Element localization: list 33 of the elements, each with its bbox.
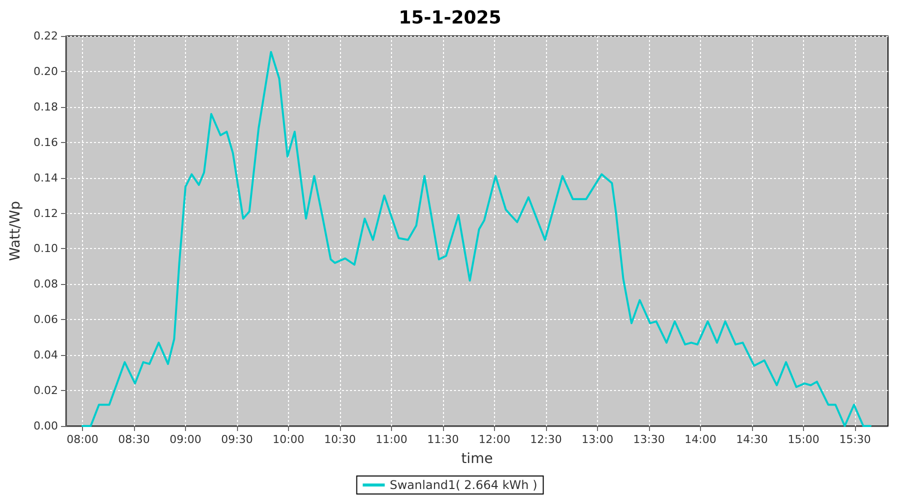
y-tick-label: 0.22 (34, 30, 58, 42)
y-axis-title: Watt/Wp (8, 200, 24, 261)
legend-label: Swanland1( 2.664 kWh ) (390, 478, 538, 492)
x-tick-label: 10:00 (272, 433, 304, 446)
x-tick-label: 10:30 (324, 433, 356, 446)
y-tick-label: 0.02 (34, 384, 58, 398)
x-tick-label: 13:30 (633, 433, 665, 446)
x-axis-title: time (461, 451, 493, 467)
y-tick-label: 0.20 (34, 64, 58, 78)
x-tick-label: 12:30 (530, 433, 562, 446)
x-tick-label: 15:00 (788, 433, 820, 446)
x-tick-label: 12:00 (478, 433, 510, 446)
x-tick-label: 14:30 (736, 433, 768, 446)
y-tick-label: 0.08 (34, 278, 58, 291)
chart-title: 15-1-2025 (398, 8, 502, 28)
y-tick-label: 0.06 (34, 313, 58, 326)
x-tick-label: 15:30 (839, 433, 871, 446)
x-tick-label: 11:00 (376, 433, 408, 446)
x-tick-label: 08:00 (66, 433, 98, 446)
line-series (81, 50, 872, 427)
x-tick-label: 08:30 (118, 433, 150, 446)
x-tick-label: 14:00 (684, 433, 716, 446)
y-tick-label: 0.04 (34, 348, 58, 362)
y-tick-label: 0.18 (34, 100, 58, 114)
y-tick-label: 0.00 (34, 420, 58, 432)
x-tick-label: 11:30 (427, 433, 459, 446)
y-tick-label: 0.16 (34, 136, 58, 149)
x-tick-label: 13:00 (582, 433, 614, 446)
y-tick-label: 0.10 (34, 242, 58, 256)
y-tick-label: 0.14 (34, 171, 58, 184)
x-tick-label: 09:00 (170, 433, 202, 446)
y-tick-label: 0.12 (34, 206, 58, 220)
x-tick-label: 09:30 (221, 433, 253, 446)
